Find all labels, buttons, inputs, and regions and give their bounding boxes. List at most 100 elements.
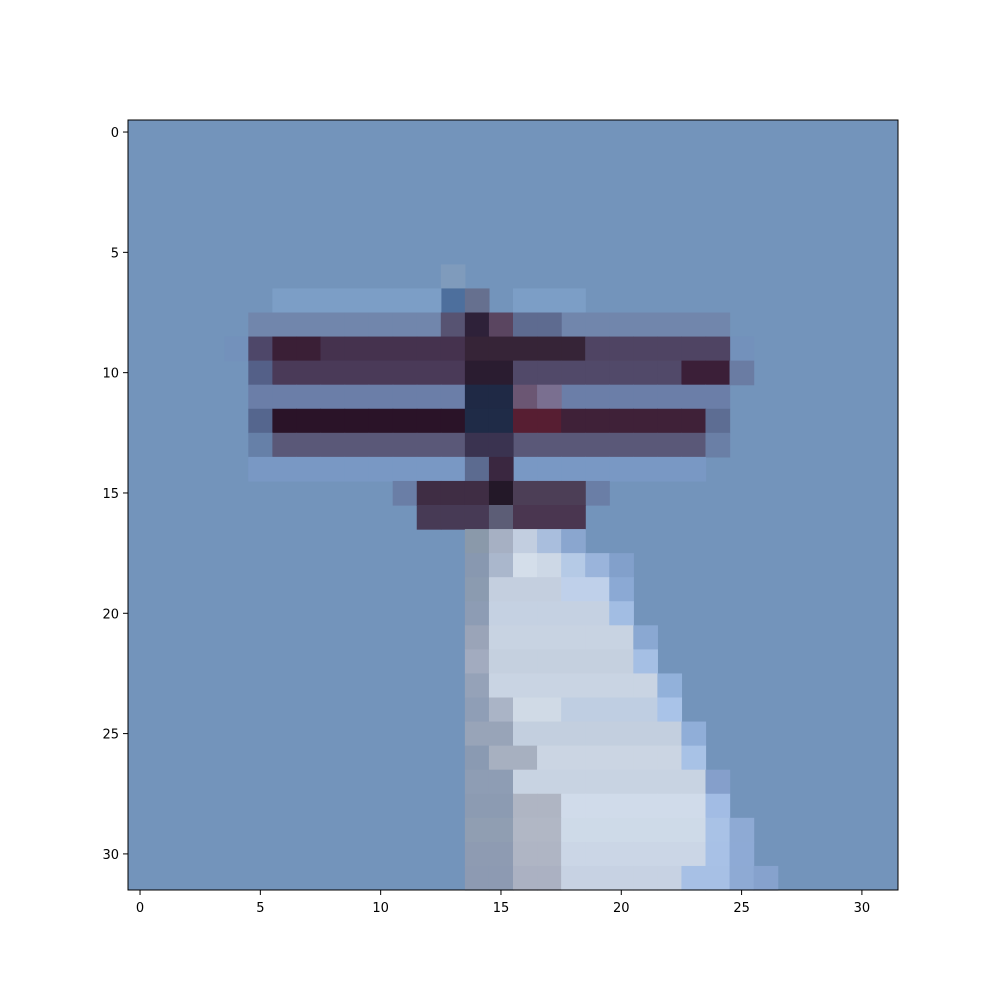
- pixel-r11-c24: [705, 384, 731, 410]
- pixel-r11-c23: [681, 384, 707, 410]
- pixel-r8-c12: [416, 312, 442, 338]
- pixel-r19-c14: [464, 577, 490, 602]
- pixel-r11-c19: [585, 384, 610, 410]
- pixel-r18-c17: [537, 553, 562, 578]
- pixel-r25-c19: [585, 721, 610, 747]
- pixel-r9-c13: [440, 336, 466, 362]
- pixel-r19-c18: [561, 577, 586, 602]
- pixel-r24-c14: [464, 697, 490, 723]
- pixel-r7-c10: [368, 288, 394, 314]
- pixel-r12-c10: [368, 408, 394, 434]
- pixel-r12-c22: [657, 408, 683, 434]
- pixel-r9-c11: [392, 336, 418, 362]
- pixel-r24-c20: [609, 697, 634, 723]
- pixel-r20-c16: [513, 601, 538, 626]
- axes-frame: [127, 119, 899, 891]
- pixel-r20-c19: [585, 601, 610, 626]
- pixel-r8-c5: [248, 312, 273, 338]
- pixel-r31-c23: [681, 865, 707, 891]
- pixel-r30-c23: [681, 841, 707, 867]
- pixel-r8-c18: [561, 312, 586, 338]
- pixel-r10-c13: [440, 360, 466, 386]
- pixel-r14-c21: [633, 456, 658, 482]
- pixel-r25-c16: [513, 721, 538, 747]
- pixel-r8-c16: [513, 312, 538, 338]
- pixel-r13-c19: [585, 432, 610, 458]
- pixel-r11-c12: [416, 384, 442, 410]
- pixel-r10-c6: [272, 360, 298, 386]
- pixel-r9-c18: [561, 336, 586, 362]
- pixel-r15-c11: [392, 480, 418, 506]
- pixel-r31-c20: [609, 865, 634, 891]
- pixel-r28-c14: [464, 793, 490, 819]
- pixel-r22-c20: [609, 649, 634, 675]
- x-tick-label: 25: [733, 901, 750, 916]
- pixel-r30-c22: [657, 841, 683, 867]
- pixel-r9-c14: [464, 336, 490, 362]
- pixel-r12-c9: [344, 408, 370, 434]
- pixel-r14-c13: [440, 456, 466, 482]
- pixel-r23-c20: [609, 673, 634, 699]
- pixel-r9-c9: [344, 336, 370, 362]
- pixel-r27-c21: [633, 769, 658, 795]
- pixel-r28-c20: [609, 793, 634, 819]
- pixel-r8-c22: [657, 312, 683, 338]
- pixel-r9-c22: [657, 336, 683, 362]
- pixel-r11-c16: [513, 384, 538, 410]
- pixel-r9-c16: [513, 336, 538, 362]
- pixel-r9-c21: [633, 336, 658, 362]
- pixel-r31-c21: [633, 865, 658, 891]
- pixel-r7-c6: [272, 288, 298, 314]
- pixel-r28-c19: [585, 793, 610, 819]
- pixel-r28-c16: [513, 793, 538, 819]
- pixel-r23-c14: [464, 673, 490, 699]
- pixel-r26-c19: [585, 745, 610, 771]
- pixel-r25-c14: [464, 721, 490, 747]
- y-tick-label: 25: [102, 728, 119, 743]
- pixel-r17-c18: [561, 529, 586, 554]
- pixel-r6-c13: [440, 264, 466, 290]
- pixel-r7-c16: [513, 288, 538, 314]
- pixel-r10-c22: [657, 360, 683, 386]
- pixel-r31-c26: [753, 865, 779, 891]
- pixel-r11-c15: [488, 384, 514, 410]
- pixel-r22-c21: [633, 649, 658, 675]
- pixel-r27-c19: [585, 769, 610, 795]
- pixel-r12-c11: [392, 408, 418, 434]
- pixel-r22-c17: [537, 649, 562, 675]
- pixel-r14-c7: [296, 456, 322, 482]
- plot-area: [128, 120, 898, 891]
- pixel-r15-c17: [537, 480, 562, 506]
- pixel-r12-c15: [488, 408, 514, 434]
- pixel-r12-c21: [633, 408, 658, 434]
- pixel-r31-c15: [488, 865, 514, 891]
- pixel-r23-c15: [488, 673, 514, 699]
- pixel-r9-c4: [224, 336, 249, 362]
- pixel-r30-c15: [488, 841, 514, 867]
- pixel-r11-c7: [296, 384, 322, 410]
- pixel-r13-c15: [488, 432, 514, 458]
- pixel-r30-c24: [705, 841, 731, 867]
- pixel-r24-c21: [633, 697, 658, 723]
- pixel-r21-c20: [609, 625, 634, 650]
- pixel-r26-c22: [657, 745, 683, 771]
- pixel-r30-c21: [633, 841, 658, 867]
- pixel-r25-c15: [488, 721, 514, 747]
- pixel-r13-c5: [248, 432, 273, 458]
- pixel-r12-c16: [513, 408, 538, 434]
- pixel-r15-c13: [440, 480, 466, 506]
- pixel-r14-c22: [657, 456, 683, 482]
- pixel-r13-c23: [681, 432, 707, 458]
- pixel-r9-c17: [537, 336, 562, 362]
- pixel-r12-c24: [705, 408, 731, 434]
- pixel-r14-c12: [416, 456, 442, 482]
- pixel-r10-c18: [561, 360, 586, 386]
- pixel-r13-c12: [416, 432, 442, 458]
- pixel-r7-c17: [537, 288, 562, 314]
- pixel-r27-c14: [464, 769, 490, 795]
- x-tick-label: 20: [613, 901, 630, 916]
- x-tick-label: 30: [854, 901, 871, 916]
- pixel-r15-c19: [585, 480, 610, 506]
- pixel-r25-c21: [633, 721, 658, 747]
